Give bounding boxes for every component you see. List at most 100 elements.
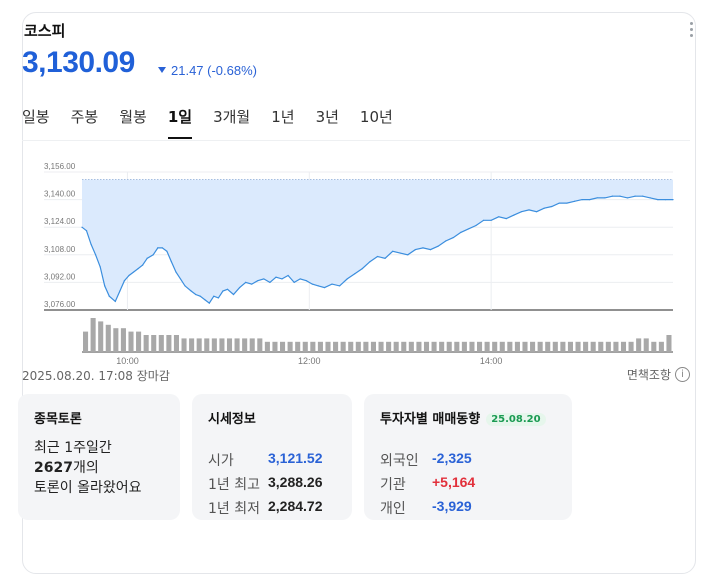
- price-point: [275, 276, 277, 278]
- price-point: [95, 254, 97, 256]
- volume-bar: [620, 341, 627, 352]
- volume-bar: [651, 341, 657, 352]
- volume-bar: [469, 341, 475, 352]
- volume-bar: [439, 341, 445, 352]
- volume-bar: [378, 341, 384, 352]
- price-point: [657, 199, 659, 201]
- volume-bar: [181, 338, 187, 352]
- price-point: [664, 199, 667, 201]
- tab-daily[interactable]: 일봉: [22, 108, 50, 126]
- price-point: [467, 228, 470, 230]
- volume-bar: [128, 331, 134, 352]
- price-point: [505, 217, 507, 220]
- price-point: [104, 285, 106, 287]
- volume-bar: [90, 318, 96, 352]
- price-point: [257, 280, 259, 282]
- market-row-value: 2,284.72: [268, 498, 323, 514]
- y-tick-label: 3,124.00: [44, 217, 76, 226]
- intraday-chart[interactable]: 3,156.00 3,140.00 3,124.00 3,108.00 3,092.00…: [0, 0, 712, 370]
- price-point: [123, 280, 126, 282]
- tab-monthly[interactable]: 월봉: [119, 108, 147, 126]
- volume-bar: [219, 338, 225, 352]
- x-tick-label: 12:00: [298, 356, 321, 366]
- volume-bar: [355, 341, 361, 352]
- price-point: [407, 254, 409, 256]
- volume-bar: [461, 341, 467, 352]
- market-row-year-high: 1년 최고 3,288.26: [208, 474, 323, 494]
- volume-bar: [98, 321, 104, 352]
- tab-weekly[interactable]: 주봉: [70, 108, 99, 126]
- price-point: [399, 252, 401, 254]
- discussion-body: 최근 1주일간 2627개의 토론이 올라왔어요: [34, 438, 142, 498]
- price-point: [293, 281, 295, 283]
- price-point: [99, 266, 101, 268]
- volume-bar: [242, 338, 248, 352]
- volume-bar: [423, 341, 430, 352]
- volume-bar: [158, 335, 164, 352]
- volume-bar: [408, 341, 414, 352]
- volume-bar: [333, 341, 339, 352]
- volume-bar: [545, 341, 551, 352]
- tab-1day[interactable]: 1일: [167, 104, 193, 139]
- volume-bar: [151, 335, 157, 352]
- price-point: [520, 211, 523, 213]
- y-tick-label: 3,108.00: [44, 245, 76, 254]
- volume-bar: [348, 341, 354, 352]
- price-point: [513, 214, 515, 216]
- price-point: [251, 283, 253, 285]
- price-point: [452, 236, 454, 239]
- price-point: [536, 211, 538, 213]
- price-point: [81, 226, 83, 228]
- volume-bar: [598, 341, 604, 352]
- price-point: [245, 281, 247, 283]
- price-point: [263, 278, 265, 280]
- investor-row-institution: 기관 +5,164: [380, 474, 475, 494]
- price-point: [346, 278, 348, 280]
- volume-bar: [143, 335, 149, 352]
- investor-row-value: +5,164: [432, 474, 476, 490]
- price-point: [672, 199, 674, 201]
- volume-bar: [363, 341, 369, 352]
- price-point: [566, 202, 568, 204]
- tab-10year[interactable]: 10년: [359, 108, 393, 126]
- price-point: [128, 274, 130, 277]
- investor-row-individual: 개인 -3,929: [380, 498, 472, 518]
- price-point: [239, 286, 241, 289]
- market-row-value: 3,288.26: [268, 474, 323, 490]
- discussion-panel[interactable]: 종목토론 최근 1주일간 2627개의 토론이 올라왔어요: [18, 394, 180, 520]
- more-options-icon[interactable]: [690, 22, 694, 40]
- volume-bar: [393, 341, 399, 352]
- price-point: [108, 295, 110, 297]
- disclaimer-link[interactable]: 면책조항 i: [627, 366, 690, 383]
- tab-1year[interactable]: 1년: [271, 108, 295, 126]
- price-point: [490, 219, 492, 221]
- volume-bar: [492, 341, 498, 352]
- price-point: [558, 202, 560, 204]
- tab-3year[interactable]: 3년: [315, 108, 339, 126]
- price-point: [543, 207, 545, 209]
- volume-bar: [567, 341, 573, 352]
- investor-trend-panel[interactable]: 투자자별 매매동향 25.08.20 외국인 -2,325 기관 +5,164 개…: [364, 394, 572, 520]
- volume-bar: [446, 341, 452, 352]
- market-info-panel[interactable]: 시세정보 시가 3,121.52 1년 최고 3,288.26 1년 최저 2,…: [192, 394, 352, 520]
- price-point: [323, 286, 326, 289]
- market-info-title: 시세정보: [208, 412, 256, 427]
- price-point: [199, 295, 201, 297]
- discussion-count-suffix: 개의: [72, 460, 99, 476]
- volume-bar: [537, 341, 543, 352]
- price-point: [137, 268, 139, 270]
- price-point: [642, 195, 644, 197]
- info-icon: i: [675, 367, 690, 382]
- price-point: [146, 257, 148, 259]
- price-point: [213, 295, 215, 297]
- volume-bar: [499, 341, 505, 352]
- market-row-value: 3,121.52: [268, 450, 323, 466]
- price-point: [445, 240, 447, 242]
- price-point: [611, 195, 613, 197]
- price-point: [287, 274, 289, 277]
- price-point: [414, 249, 416, 251]
- volume-bar: [204, 338, 210, 352]
- tabs-divider: [22, 140, 690, 141]
- tab-3month[interactable]: 3개월: [213, 108, 251, 126]
- price-point: [217, 297, 219, 299]
